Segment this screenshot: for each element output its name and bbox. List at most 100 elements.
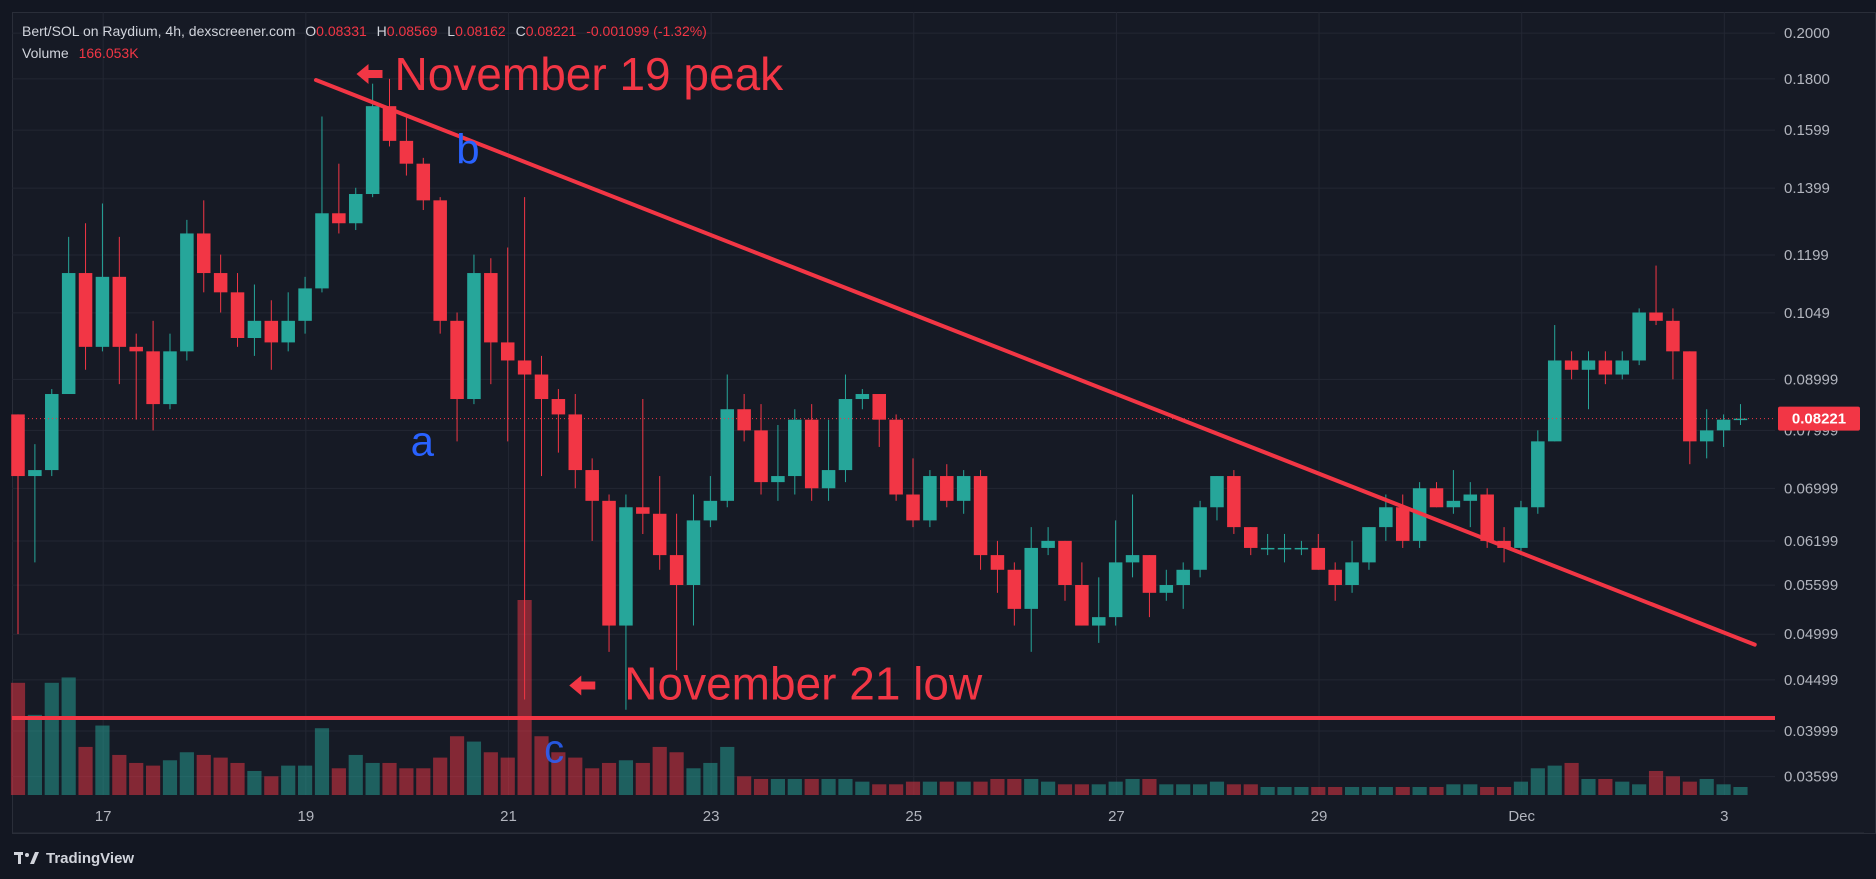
volume-bar [956, 781, 971, 795]
candle-body [1683, 351, 1697, 442]
candle-body [906, 494, 920, 521]
candle-body [1328, 569, 1342, 586]
legend-symbol: Bert/SOL on Raydium, 4h, dexscreener.com [22, 23, 296, 39]
volume-bar [1682, 781, 1697, 795]
volume-bar [1564, 762, 1579, 795]
candle-body [332, 213, 346, 224]
candle-body [720, 409, 735, 501]
legend-open-label: O [305, 23, 317, 39]
candle-body [788, 419, 802, 477]
candle-body [450, 320, 464, 400]
volume-bar [990, 778, 1005, 795]
time-tick-label: Dec [1508, 808, 1535, 825]
price-tick-label: 0.06199 [1784, 533, 1838, 550]
volume-bar [568, 757, 583, 795]
candle-body [889, 419, 903, 495]
volume-bar [872, 784, 887, 795]
candle-body [11, 414, 25, 477]
candle-body [1311, 547, 1326, 570]
volume-bar [416, 768, 431, 795]
volume-bar [179, 752, 194, 795]
volume-bar [27, 714, 42, 795]
arrow-left-icon [569, 675, 596, 696]
volume-bar [449, 736, 465, 795]
candle-body [1564, 360, 1579, 370]
time-tick-label: 17 [95, 808, 112, 825]
volume-bar [1581, 778, 1596, 795]
wave-label-b: b [456, 126, 479, 173]
descending-trendline [313, 78, 1757, 647]
volume-bar [1615, 781, 1630, 795]
volume-bar [1378, 786, 1393, 795]
candle-body [28, 470, 42, 477]
candle-body [686, 520, 701, 586]
candle-body [1345, 562, 1359, 586]
time-axis[interactable]: 17 19 21 23 25 27 29 Dec 3 [12, 808, 1864, 834]
volume-bar [433, 757, 448, 795]
candle-body [990, 555, 1005, 570]
candle-body [602, 500, 616, 626]
candle-body [1058, 540, 1072, 586]
candle-body [1733, 418, 1748, 421]
footer-brand[interactable]: TradingView [14, 846, 134, 870]
candle-body [1362, 527, 1376, 563]
price-tick-label: 0.1599 [1784, 122, 1830, 139]
candle-body [433, 200, 447, 321]
candle-body [1007, 569, 1022, 609]
chart-frame[interactable] [12, 12, 1876, 834]
tradingview-logo-icon [14, 852, 39, 864]
volume-bar [297, 765, 313, 795]
grid-layer [12, 12, 1775, 795]
volume-bar [601, 762, 617, 795]
candle-body [1429, 488, 1444, 508]
volume-bar [652, 746, 667, 795]
volume-bar [1699, 778, 1714, 795]
candle-body [1075, 585, 1089, 626]
candle-body [1092, 617, 1106, 626]
candle-body [1446, 500, 1461, 508]
arrow-left-icon [356, 64, 383, 85]
candle-body [1514, 507, 1528, 548]
price-tick-label: 0.08999 [1784, 371, 1838, 388]
low-arrow [569, 675, 596, 696]
candles [11, 78, 1748, 710]
volume-bar [1429, 786, 1444, 795]
volume-bar [1041, 781, 1056, 795]
candle-body [78, 273, 93, 347]
price-axis[interactable]: 0.2000 0.1800 0.1599 0.1399 0.1199 0.1049 0.08… [1778, 25, 1860, 786]
candle-body [416, 163, 431, 201]
volume-bar [1294, 786, 1309, 795]
candle-body [1277, 547, 1292, 550]
volume-bar [1547, 765, 1562, 795]
price-tick-label: 0.05599 [1784, 577, 1838, 594]
candle-body [1260, 547, 1275, 550]
candle-body [1108, 562, 1123, 618]
candle-body [821, 470, 836, 489]
legend-open: 0.08331 [316, 23, 367, 39]
volume-bar [821, 778, 836, 795]
volume-bar [1446, 784, 1461, 795]
volume-bar [973, 781, 988, 795]
volume-bar [905, 781, 921, 795]
candle-body [213, 273, 228, 293]
volume-bar [1395, 786, 1410, 795]
volume-bar [1091, 784, 1106, 795]
candle-body [1463, 494, 1478, 501]
candle-body [568, 414, 583, 471]
candle-body [534, 374, 549, 400]
candle-body [1176, 569, 1190, 586]
candle-body [1379, 507, 1393, 528]
annotations: November 19 peak November 21 low a b c [12, 48, 1775, 771]
last-price-badge [1778, 406, 1860, 431]
candle-body [804, 419, 819, 489]
time-tick-label: 19 [297, 808, 314, 825]
volume-bar [1142, 778, 1157, 795]
volume-bar [720, 746, 735, 795]
candle-body [1159, 585, 1174, 593]
volume-bar [1260, 786, 1275, 795]
volume-bar [1108, 781, 1123, 795]
candle-body [1531, 441, 1545, 508]
candle-body [247, 320, 262, 339]
candle-body [95, 276, 110, 347]
